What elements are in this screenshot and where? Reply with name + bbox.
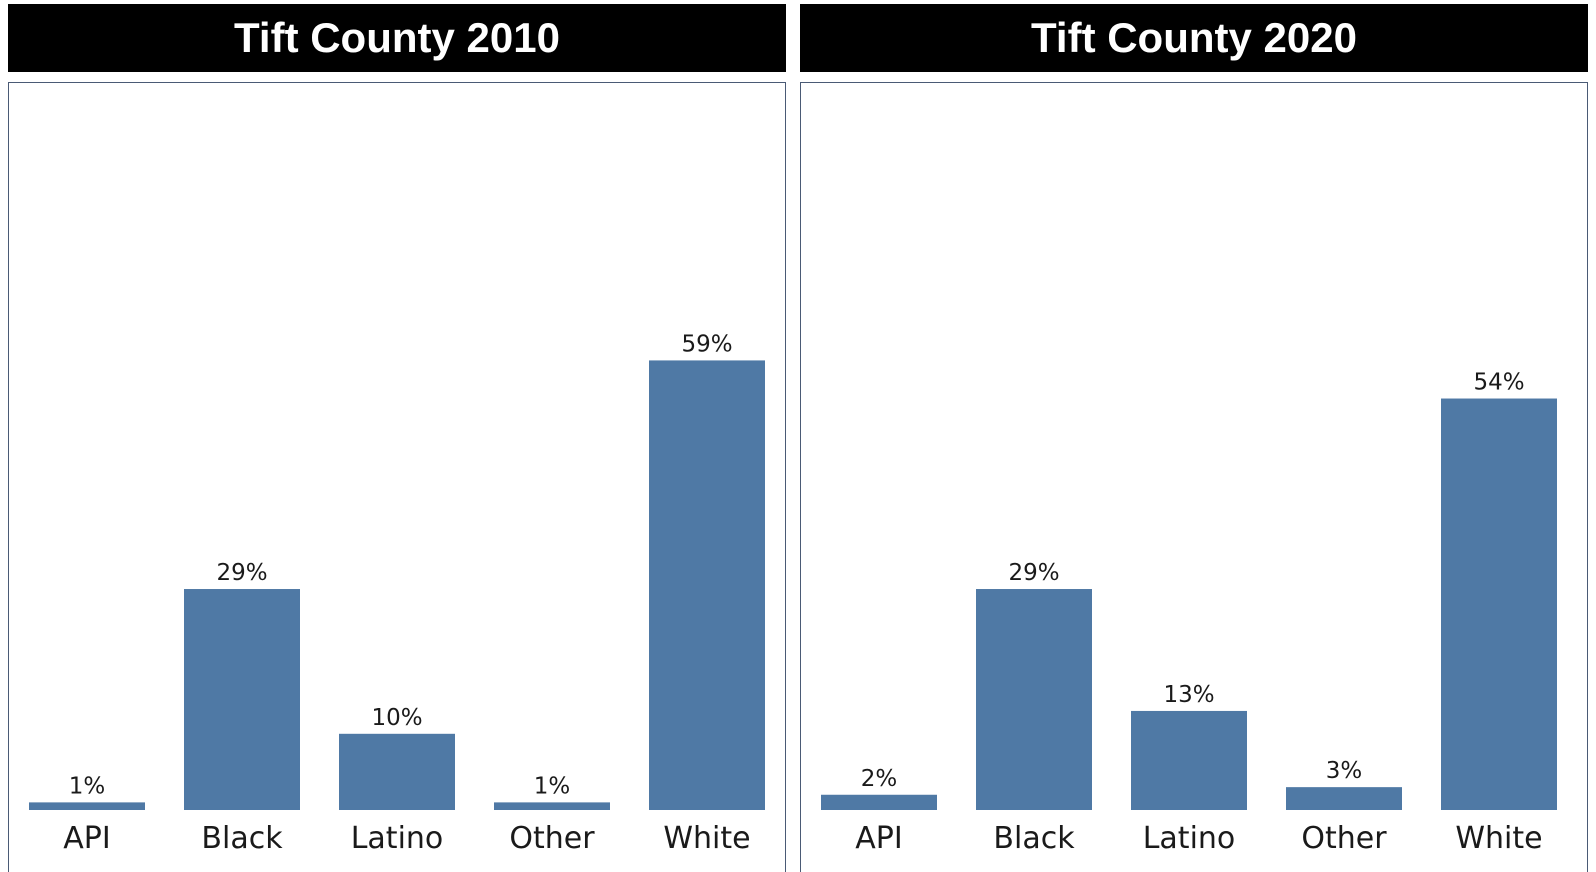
tick-label-white: White bbox=[663, 821, 750, 856]
chart-title: Tift County 2020 bbox=[800, 4, 1588, 72]
data-label-api: 2% bbox=[861, 766, 898, 792]
tick-label-other: Other bbox=[1301, 821, 1387, 856]
bar-other bbox=[494, 802, 610, 810]
tick-label-latino: Latino bbox=[1143, 821, 1236, 856]
bar-other bbox=[1286, 787, 1402, 810]
bar-api bbox=[29, 802, 145, 810]
plot-area bbox=[8, 82, 786, 872]
bar-black bbox=[976, 589, 1092, 810]
bar-white bbox=[649, 360, 765, 810]
bar-chart-2020: 2% API 29% Black 13% Latino 3% Other 54% White bbox=[821, 370, 1557, 856]
bar-api bbox=[821, 794, 937, 810]
bar-black bbox=[184, 589, 300, 810]
chart-panel-2010: Tift County 2010 1% API 29% Black 10% Latino 1… bbox=[8, 0, 786, 872]
plot-area bbox=[800, 82, 1588, 872]
data-label-latino: 13% bbox=[1163, 682, 1214, 708]
data-label-other: 3% bbox=[1326, 758, 1363, 784]
data-label-white: 59% bbox=[681, 331, 732, 357]
bar-chart-2010: 1% API 29% Black 10% Latino 1% Other 59% White bbox=[29, 331, 765, 856]
bar-latino bbox=[1131, 710, 1247, 810]
tick-label-other: Other bbox=[509, 821, 595, 856]
data-label-black: 29% bbox=[216, 560, 267, 586]
data-label-latino: 10% bbox=[371, 705, 422, 731]
tick-label-black: Black bbox=[993, 821, 1075, 856]
tick-label-api: API bbox=[855, 821, 902, 856]
data-label-api: 1% bbox=[69, 773, 106, 799]
chart-title: Tift County 2010 bbox=[8, 4, 786, 72]
bar-latino bbox=[339, 733, 455, 810]
tick-label-latino: Latino bbox=[351, 821, 444, 856]
bar-white bbox=[1441, 398, 1557, 810]
chart-panel-2020: Tift County 2020 2% API 29% Black 13% Latino 3… bbox=[800, 0, 1588, 872]
data-label-other: 1% bbox=[534, 773, 571, 799]
tick-label-api: API bbox=[63, 821, 110, 856]
data-label-white: 54% bbox=[1473, 370, 1524, 396]
tick-label-black: Black bbox=[201, 821, 283, 856]
data-label-black: 29% bbox=[1008, 560, 1059, 586]
tick-label-white: White bbox=[1455, 821, 1542, 856]
